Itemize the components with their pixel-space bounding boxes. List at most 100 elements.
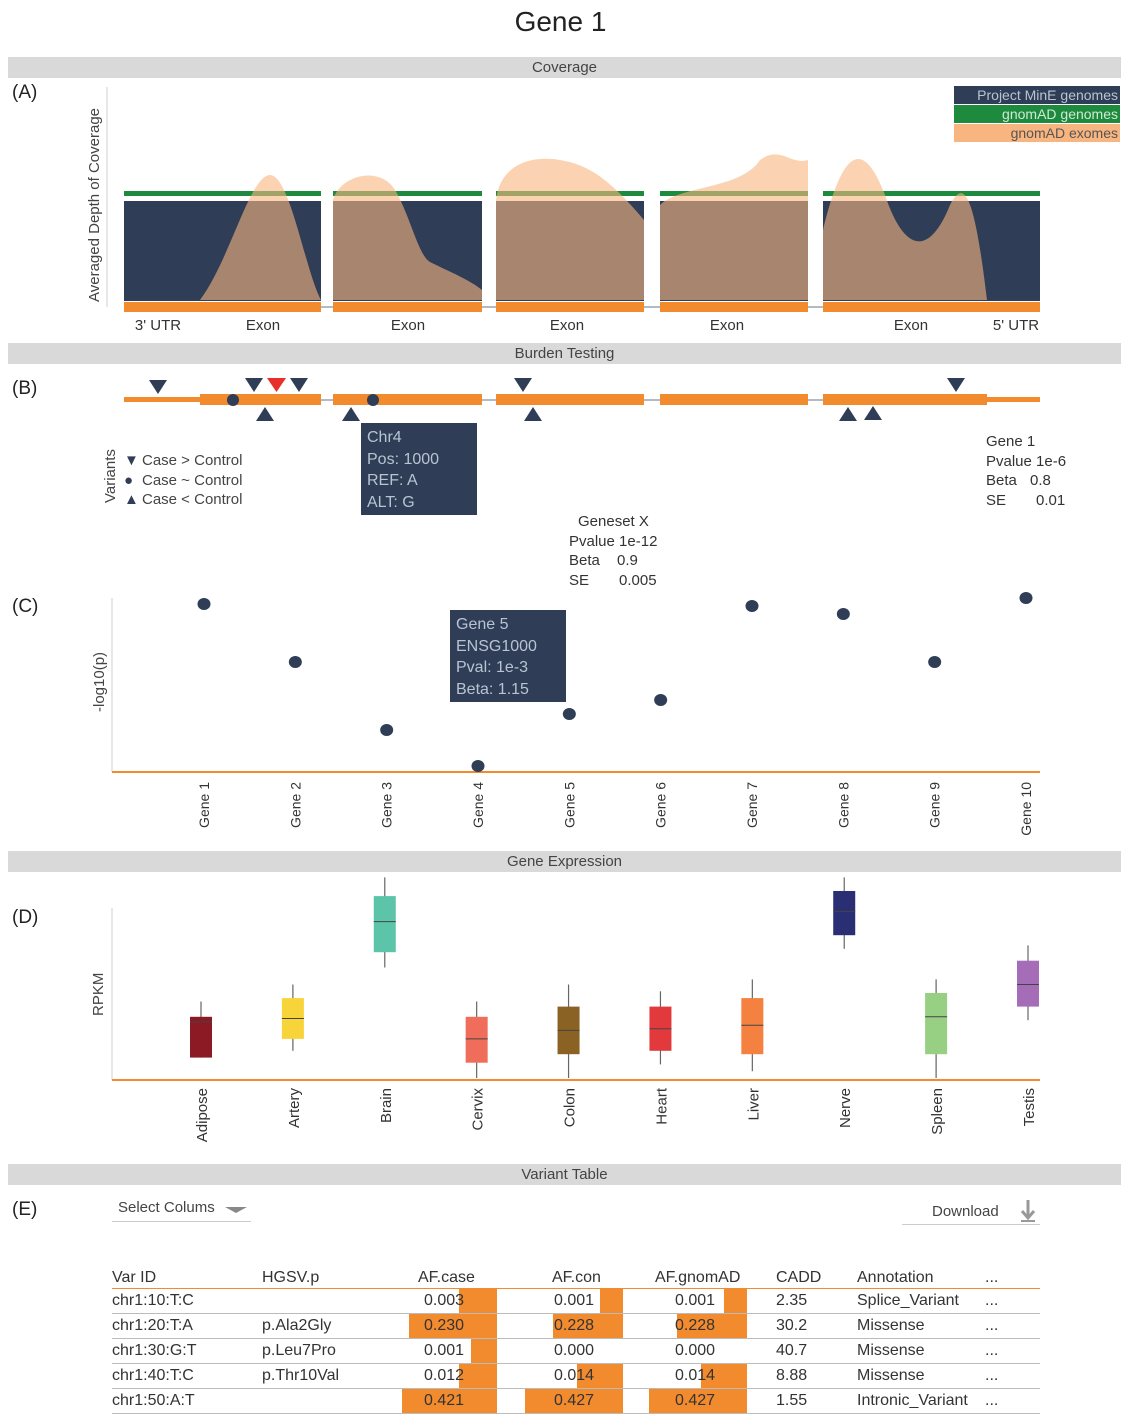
x-tick-label: Gene 4 [470, 782, 486, 828]
x-tick-label: Gene 10 [1018, 782, 1034, 836]
cell-cadd: 1.55 [776, 1392, 808, 1409]
legend-case-similar[interactable]: ● Case ~ Control [124, 471, 243, 489]
x-tick-label: Gene 7 [744, 782, 760, 828]
scatter-point[interactable] [1019, 592, 1033, 604]
chevron-down-icon [225, 1207, 247, 1213]
table-row[interactable]: chr1:20:T:A p.Ala2Gly 0.230 0.228 0.228 30.2 M… [112, 1314, 1040, 1339]
cell-af-case: 0.012 [424, 1367, 465, 1384]
cell-annotation: Missense [857, 1317, 925, 1334]
scatter-point[interactable] [471, 760, 485, 772]
column-header[interactable]: CADD [776, 1269, 822, 1286]
region-label: 5' UTR [993, 317, 1039, 334]
variant-marker-up [524, 407, 542, 421]
cell-af-case: 0.003 [424, 1292, 465, 1309]
box-liver[interactable] [741, 998, 764, 1055]
variant-marker-down [245, 378, 263, 392]
tooltip-line: Pval: 1e-3 [456, 659, 529, 676]
scatter-point[interactable] [836, 608, 850, 620]
box-nerve[interactable] [833, 891, 856, 936]
panel-label-a: (A) [12, 82, 38, 103]
download-button[interactable]: Download [902, 1199, 1040, 1225]
scatter-point[interactable] [654, 694, 668, 706]
tooltip-line: Chr4 [367, 429, 402, 446]
table-row[interactable]: chr1:50:A:T 0.421 0.427 0.427 1.55 Intronic_V… [112, 1389, 1040, 1414]
variant-legend: ▼ Case > Control ● Case ~ Control ▲ Case < … [124, 451, 242, 510]
column-header[interactable]: AF.con [552, 1269, 601, 1286]
cell-more: ... [985, 1392, 999, 1409]
column-header[interactable]: AF.case [418, 1269, 475, 1286]
box-testis[interactable] [1017, 960, 1039, 1007]
variant-marker-down [290, 378, 308, 392]
select-columns-label: Select Colums [118, 1199, 215, 1216]
variant-table: Var ID HGSV.p AF.case AF.con AF.gnomAD C… [112, 1268, 1040, 1414]
af-bar [408, 1314, 497, 1338]
region-label: Exon [550, 317, 584, 334]
cell-hgsvp: p.Ala2Gly [262, 1317, 332, 1334]
coverage-plot: 3' UTR Exon Exon Exon Exon Exon 5' UTR [106, 87, 1040, 334]
cell-af-gnomad: 0.000 [675, 1342, 716, 1359]
legend-project-mine[interactable]: Project MinE genomes [954, 86, 1120, 104]
column-header[interactable]: HGSV.p [262, 1269, 320, 1286]
cell-af-gnomad: 0.228 [675, 1317, 716, 1334]
variant-marker-up [864, 406, 882, 420]
x-tick-label: Gene 8 [835, 782, 851, 828]
column-header[interactable]: Annotation [857, 1269, 934, 1286]
legend-gnomad-genomes[interactable]: gnomAD genomes [954, 105, 1120, 123]
column-header[interactable]: Var ID [112, 1269, 157, 1286]
scatter-point[interactable] [288, 656, 302, 668]
region-label: 3' UTR [135, 317, 181, 334]
table-row[interactable]: chr1:40:T:C p.Thr10Val 0.012 0.014 0.014 8.88… [112, 1364, 1040, 1389]
scatter-point[interactable] [197, 598, 211, 610]
variant-marker-down [514, 378, 532, 392]
table-row[interactable]: chr1:10:T:C 0.003 0.001 0.001 2.35 Splice_Var… [112, 1289, 1040, 1314]
circle-icon: ● [124, 471, 134, 489]
gene-stats: Gene 1 Pvalue 1e-6 Beta 0.8 SE 0.01 [986, 433, 1067, 509]
box-adipose[interactable] [190, 1016, 212, 1058]
tooltip-line: Pos: 1000 [367, 450, 440, 468]
x-tick-label: Gene 6 [653, 782, 669, 828]
panel-label-c: (C) [12, 596, 39, 617]
cell-hgsvp: p.Thr10Val [262, 1367, 340, 1384]
af-bar [700, 1364, 747, 1388]
x-tick-label: Gene 9 [927, 782, 943, 828]
cell-af-case: 0.421 [424, 1392, 465, 1409]
column-header[interactable]: AF.gnomAD [655, 1269, 741, 1286]
x-tick-label: Gene 5 [561, 782, 577, 828]
table-row[interactable]: chr1:30:G:T p.Leu7Pro 0.001 0.000 0.000 40.7 M… [112, 1339, 1040, 1364]
geneset-stats-name: Geneset X [578, 513, 649, 530]
column-header[interactable]: ... [985, 1269, 999, 1286]
cell-var-id: chr1:20:T:A [112, 1317, 193, 1334]
box-cervix[interactable] [465, 1016, 488, 1063]
scatter-point[interactable] [928, 656, 942, 668]
x-tick-label: Liver [745, 1088, 762, 1121]
page-title: Gene 1 [514, 6, 607, 37]
legend-gnomad-exomes[interactable]: gnomAD exomes [954, 124, 1120, 142]
cell-more: ... [985, 1292, 999, 1309]
legend-case-less[interactable]: ▲ Case < Control [124, 491, 243, 508]
cell-af-con: 0.427 [554, 1392, 595, 1409]
gene-stats-name: Gene 1 [986, 433, 1036, 450]
scatter-point[interactable] [745, 600, 759, 612]
scatter-point[interactable] [380, 724, 394, 736]
select-columns-dropdown[interactable]: Select Colums [112, 1199, 251, 1222]
section-burden: Burden Testing [8, 343, 1121, 364]
scatter-point[interactable] [562, 708, 576, 720]
x-tick-label: Gene 3 [379, 782, 395, 828]
legend-case-greater[interactable]: ▼ Case > Control [124, 452, 243, 469]
x-tick-label: Cervix [470, 1088, 487, 1131]
x-tick-label: Testis [1021, 1088, 1038, 1126]
x-tick-label: Spleen [929, 1088, 946, 1135]
af-bar [600, 1289, 623, 1313]
cell-more: ... [985, 1342, 999, 1359]
variant-tooltip: Chr4 Pos: 1000 REF: A ALT: G [361, 423, 477, 515]
burden-track [124, 378, 1040, 421]
af-bar [677, 1314, 747, 1338]
tooltip-line: Gene 5 [456, 616, 509, 633]
tooltip-line: ENSG1000 [456, 637, 537, 655]
x-tick-label: Gene 1 [196, 782, 212, 828]
box-spleen[interactable] [925, 993, 948, 1055]
box-brain[interactable] [373, 896, 396, 953]
cell-cadd: 30.2 [776, 1317, 808, 1334]
cell-more: ... [985, 1317, 999, 1334]
cell-hgsvp: p.Leu7Pro [262, 1342, 336, 1359]
